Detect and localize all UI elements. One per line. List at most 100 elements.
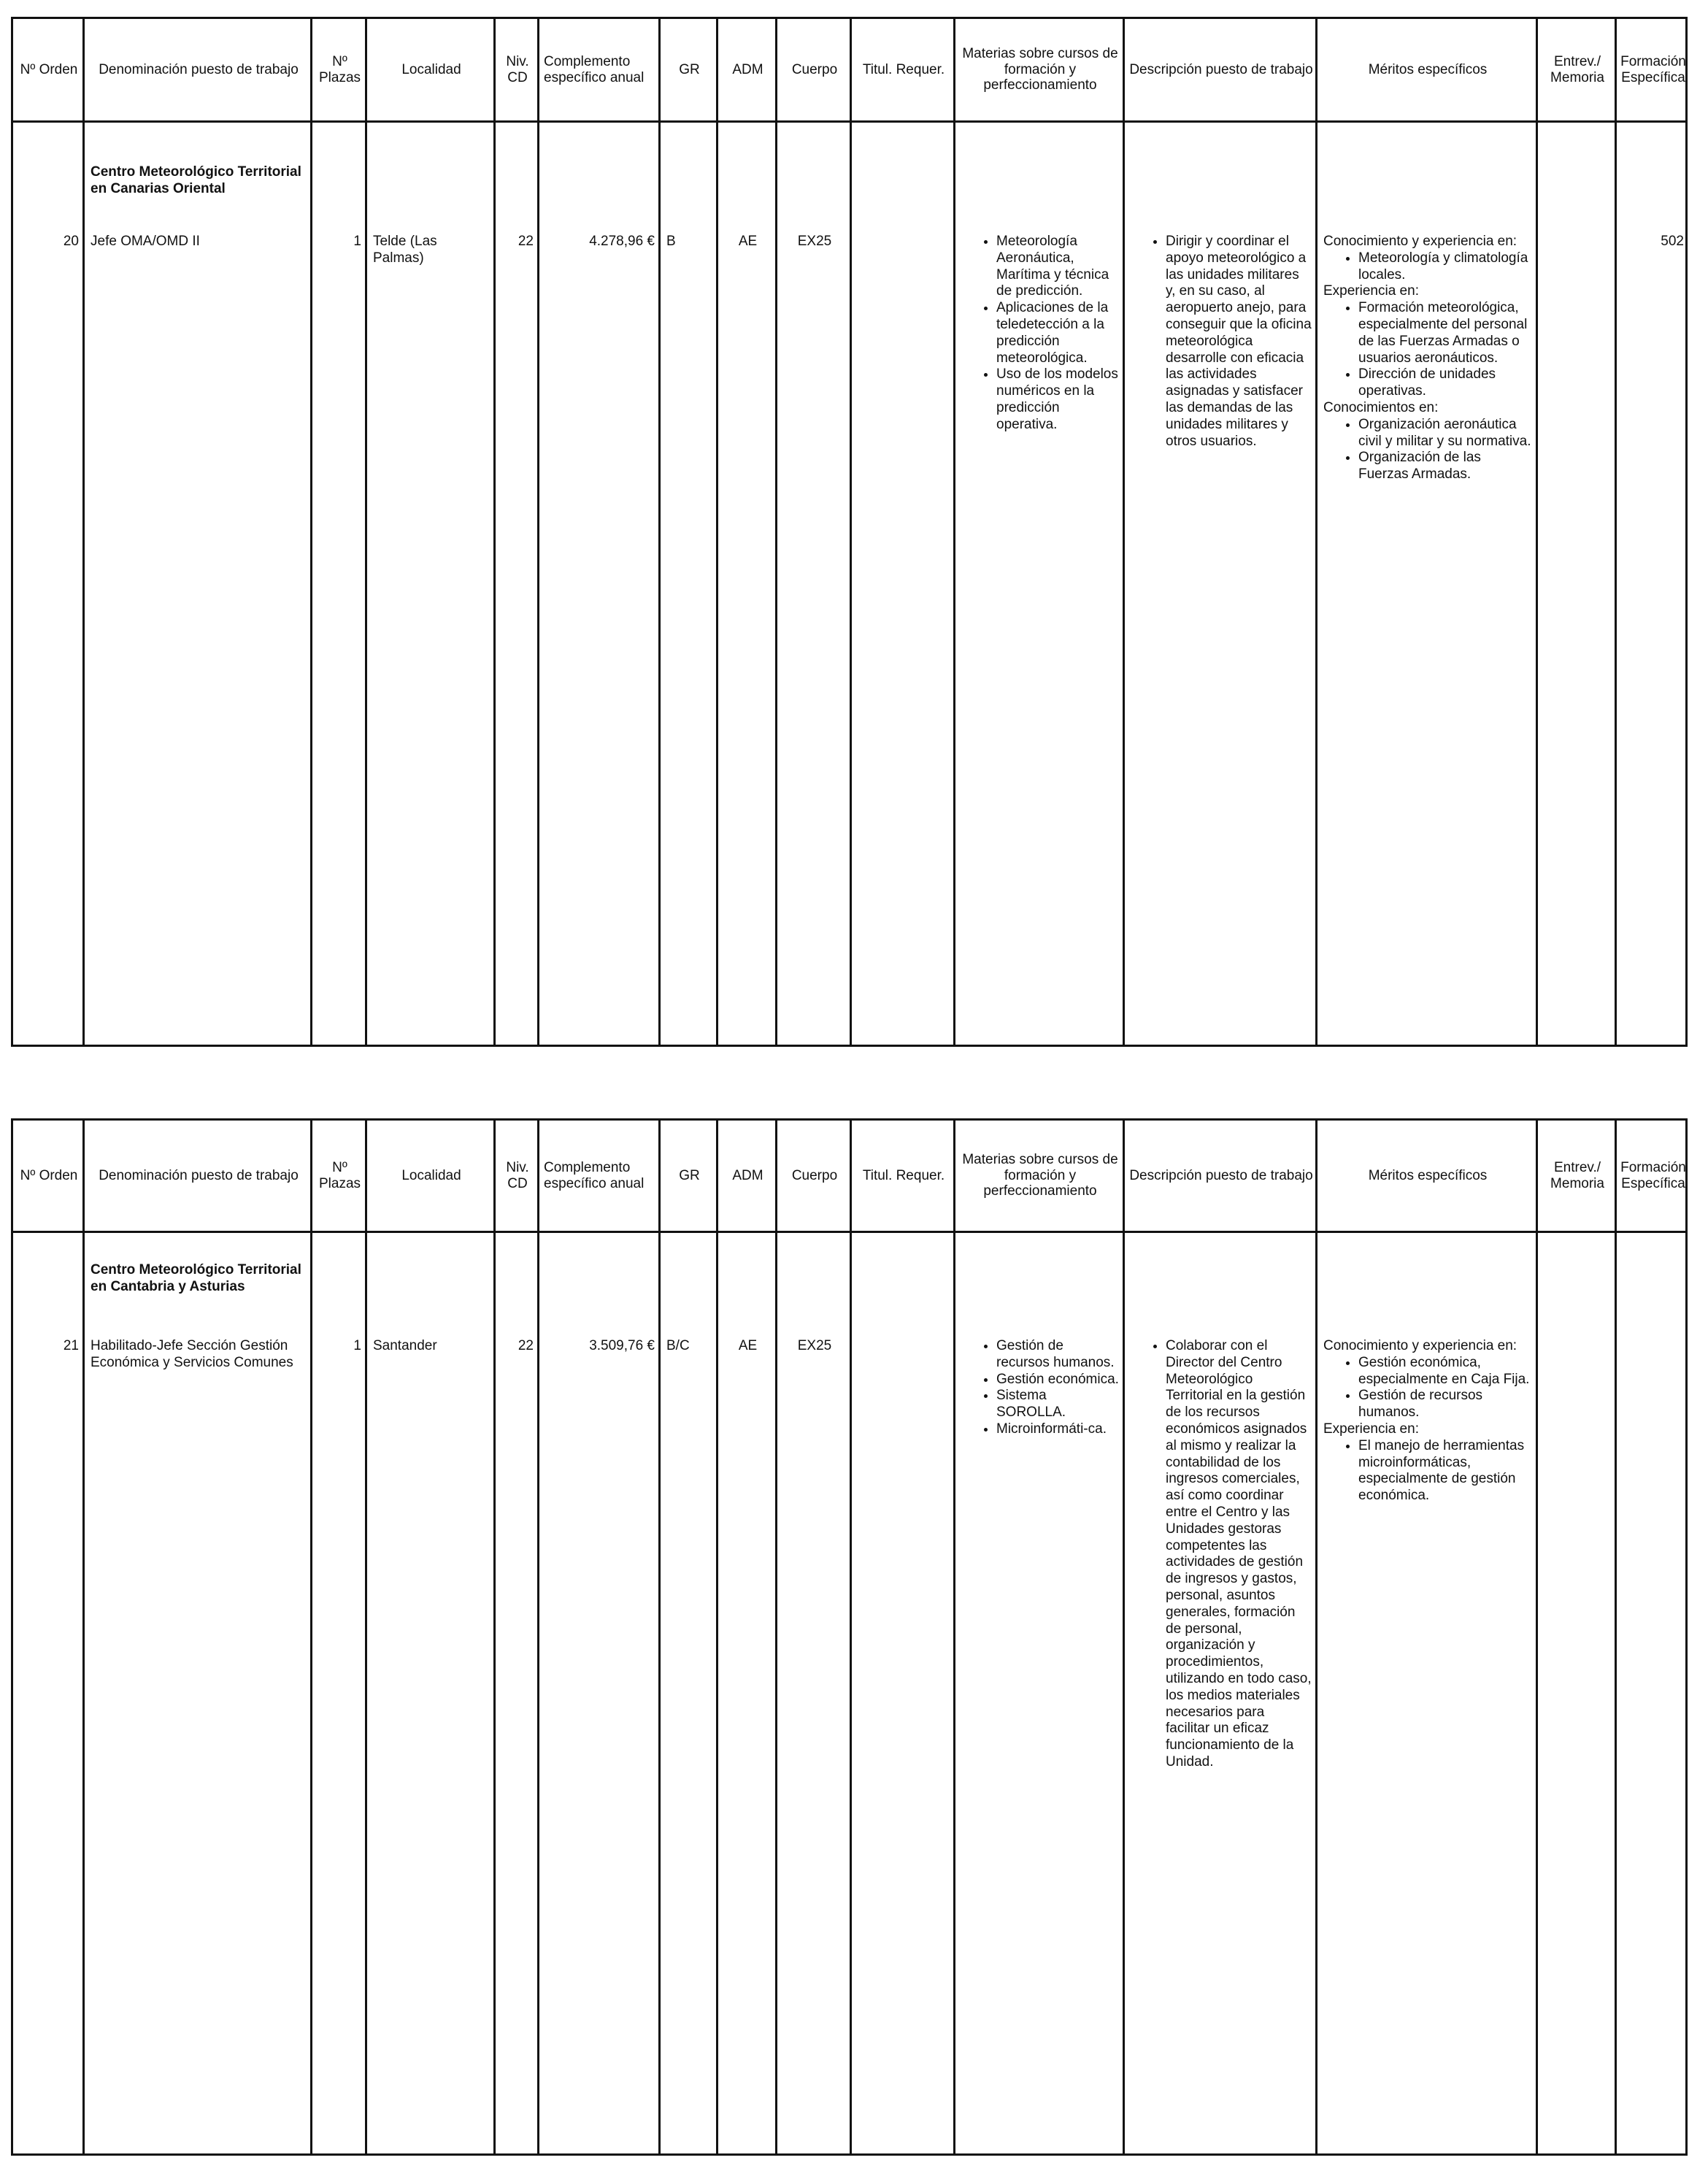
header-rule bbox=[13, 1231, 1685, 1233]
merit-item: Formación meteorológica, especialmente d… bbox=[1358, 300, 1532, 366]
cell-descripcion: Colaborar con el Director del Centro Met… bbox=[1125, 1338, 1317, 1771]
cell-descripcion: Dirigir y coordinar el apoyo meteorológi… bbox=[1125, 234, 1317, 450]
merit-item: Dirección de unidades operativas. bbox=[1358, 366, 1532, 400]
header-cell: Materias sobre cursos de formación y per… bbox=[962, 1151, 1118, 1199]
header-cell: Localidad bbox=[401, 1167, 461, 1183]
merit-heading: Conocimiento y experiencia en: bbox=[1323, 1338, 1517, 1353]
descripcion-list: Colaborar con el Director del Centro Met… bbox=[1131, 1338, 1312, 1771]
cell-formacion: 502 bbox=[1661, 234, 1684, 249]
cell-complemento: 3.509,76 € bbox=[589, 1338, 655, 1353]
merit-list: Organización aeronáutica civil y militar… bbox=[1323, 417, 1532, 483]
column-rule bbox=[537, 19, 539, 1045]
merit-item: Gestión de recursos humanos. bbox=[1358, 1388, 1532, 1421]
materias-item: Gestión económica. bbox=[996, 1372, 1119, 1388]
column-rule bbox=[82, 1121, 85, 2153]
column-rule bbox=[775, 1121, 777, 2153]
column-rule bbox=[658, 19, 661, 1045]
cell-denominacion: Habilitado-Jefe Sección Gestión Económic… bbox=[91, 1338, 293, 1370]
column-rule bbox=[1615, 1121, 1617, 2153]
column-rule bbox=[493, 1121, 496, 2153]
cell-adm: AE bbox=[738, 1338, 758, 1353]
column-rule bbox=[1315, 1121, 1317, 2153]
column-rule bbox=[775, 19, 777, 1045]
cell-complemento: 4.278,96 € bbox=[589, 234, 655, 249]
column-rule bbox=[658, 1121, 661, 2153]
header-cell: Nº Orden bbox=[20, 1167, 78, 1183]
column-rule bbox=[850, 19, 852, 1045]
header-cell: Cuerpo bbox=[791, 61, 838, 77]
column-rule bbox=[716, 19, 718, 1045]
header-cell: Descripción puesto de trabajo bbox=[1129, 1167, 1313, 1183]
header-cell: Entrev./ Memoria bbox=[1550, 1159, 1604, 1191]
merit-list: Formación meteorológica, especialmente d… bbox=[1323, 300, 1532, 400]
cell-plazas: 1 bbox=[353, 234, 361, 249]
header-cell: Nº Plazas bbox=[318, 53, 361, 85]
materias-item: Meteorología Aeronáutica, Marítima y téc… bbox=[996, 234, 1119, 300]
cell-materias: Meteorología Aeronáutica, Marítima y téc… bbox=[955, 234, 1125, 434]
merit-item: Organización de las Fuerzas Armadas. bbox=[1358, 450, 1532, 483]
header-cell: Descripción puesto de trabajo bbox=[1129, 61, 1313, 77]
cell-plazas: 1 bbox=[353, 1338, 361, 1353]
merit-item: Gestión económica, especialmente en Caja… bbox=[1358, 1355, 1532, 1388]
cell-localidad: Santander bbox=[373, 1338, 437, 1353]
merit-heading: Experiencia en: bbox=[1323, 283, 1419, 299]
section-title: Centro Meteorológico Territorial en Cant… bbox=[91, 1262, 301, 1294]
header-cell: Titul. Requer. bbox=[862, 61, 945, 77]
column-rule bbox=[82, 19, 85, 1045]
header-cell: Formación Específica bbox=[1620, 1159, 1686, 1191]
column-rule bbox=[1123, 1121, 1125, 2153]
column-rule bbox=[493, 19, 496, 1045]
cell-orden: 21 bbox=[63, 1338, 79, 1353]
merit-list: El manejo de herramientas microinformáti… bbox=[1323, 1438, 1532, 1505]
materias-item: Microinformáti-ca. bbox=[996, 1421, 1119, 1438]
table: Nº Orden Denominación puesto de trabajo Nº… bbox=[11, 17, 1688, 1047]
header-cell: Cuerpo bbox=[791, 1167, 838, 1183]
table: Nº Orden Denominación puesto de trabajo Nº… bbox=[11, 1118, 1688, 2156]
section-title: Centro Meteorológico Territorial en Cana… bbox=[91, 164, 301, 196]
merit-heading: Experiencia en: bbox=[1323, 1421, 1419, 1437]
header-cell: Nº Plazas bbox=[318, 1159, 361, 1191]
header-cell: ADM bbox=[732, 1167, 763, 1183]
header-cell: Materias sobre cursos de formación y per… bbox=[962, 45, 1118, 93]
column-rule bbox=[365, 1121, 367, 2153]
materias-item: Aplicaciones de la teledetección a la pr… bbox=[996, 300, 1119, 366]
cell-cuerpo: EX25 bbox=[797, 1338, 832, 1353]
materias-list: Gestión de recursos humanos.Gestión econ… bbox=[961, 1338, 1119, 1438]
merit-item: Organización aeronáutica civil y militar… bbox=[1358, 417, 1532, 450]
header-cell: GR bbox=[679, 61, 700, 77]
merit-heading: Conocimientos en: bbox=[1323, 399, 1439, 415]
header-cell: Formación Específica bbox=[1620, 53, 1686, 85]
materias-item: Sistema SOROLLA. bbox=[996, 1388, 1119, 1421]
header-cell: Niv. CD bbox=[506, 1159, 529, 1191]
column-rule bbox=[953, 1121, 955, 2153]
header-cell: Denominación puesto de trabajo bbox=[99, 1167, 299, 1183]
cell-gr: B bbox=[666, 234, 676, 249]
materias-list: Meteorología Aeronáutica, Marítima y téc… bbox=[961, 234, 1119, 434]
header-cell: Complemento específico anual bbox=[544, 53, 645, 85]
column-rule bbox=[537, 1121, 539, 2153]
column-rule bbox=[1615, 19, 1617, 1045]
header-cell: Denominación puesto de trabajo bbox=[99, 61, 299, 77]
descripcion-list: Dirigir y coordinar el apoyo meteorológi… bbox=[1131, 234, 1312, 450]
header-cell: Entrev./ Memoria bbox=[1550, 53, 1604, 85]
cell-gr: B/C bbox=[666, 1338, 690, 1353]
merit-list: Gestión económica, especialmente en Caja… bbox=[1323, 1355, 1532, 1421]
column-rule bbox=[365, 19, 367, 1045]
column-rule bbox=[310, 1121, 312, 2153]
header-rule bbox=[13, 120, 1685, 123]
merit-item: El manejo de herramientas microinformáti… bbox=[1358, 1438, 1532, 1505]
header-cell: ADM bbox=[732, 61, 763, 77]
cell-meritos: Conocimiento y experiencia en: Gestión ec… bbox=[1317, 1338, 1538, 1505]
column-rule bbox=[1315, 19, 1317, 1045]
materias-item: Uso de los modelos numéricos en la predi… bbox=[996, 366, 1119, 433]
column-rule bbox=[1123, 19, 1125, 1045]
cell-nivel: 22 bbox=[518, 234, 534, 249]
merit-heading: Conocimiento y experiencia en: bbox=[1323, 234, 1517, 249]
header-cell: Complemento específico anual bbox=[544, 1159, 645, 1191]
cell-materias: Gestión de recursos humanos.Gestión econ… bbox=[955, 1338, 1125, 1438]
materias-item: Gestión de recursos humanos. bbox=[996, 1338, 1119, 1372]
header-cell: Niv. CD bbox=[506, 53, 529, 85]
header-cell: Méritos específicos bbox=[1368, 61, 1488, 77]
cell-denominacion: Jefe OMA/OMD II bbox=[91, 234, 200, 249]
cell-orden: 20 bbox=[63, 234, 79, 249]
